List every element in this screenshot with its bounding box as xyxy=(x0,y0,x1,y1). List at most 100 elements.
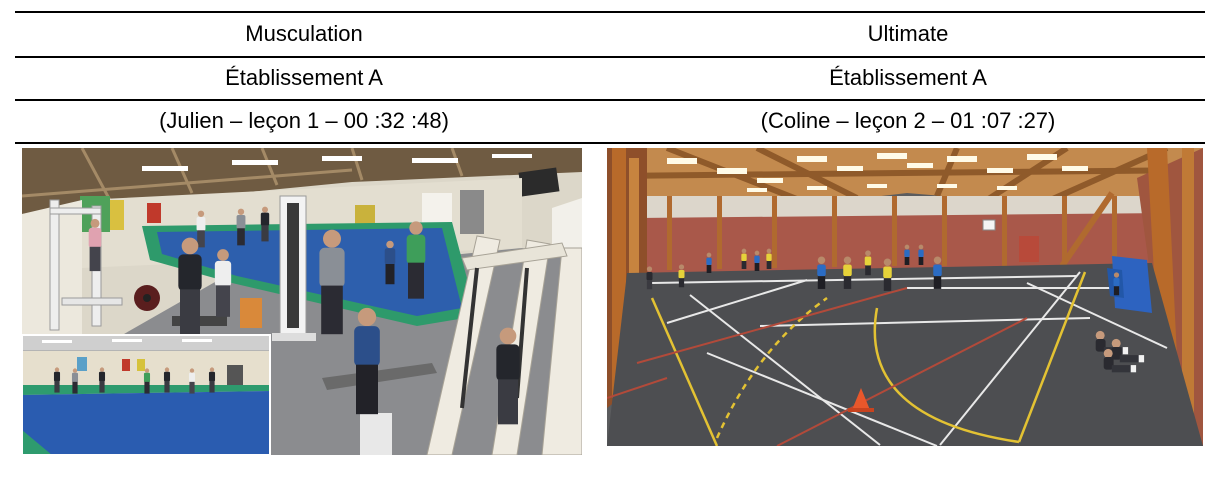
ceiling-beams xyxy=(22,148,464,205)
diagonal-beam xyxy=(1059,191,1115,268)
ceiling-light xyxy=(1027,154,1057,160)
court-lines-red xyxy=(607,287,1028,446)
court-line xyxy=(689,294,881,446)
ceiling-beam xyxy=(80,148,114,205)
machine-base xyxy=(61,297,123,306)
machine-post xyxy=(49,199,60,331)
inset-light xyxy=(182,339,212,342)
machine-pad xyxy=(240,298,262,328)
player xyxy=(754,250,760,271)
court-line xyxy=(776,317,1028,446)
table-rule-2 xyxy=(15,99,1205,101)
gym-scene xyxy=(22,148,582,455)
player xyxy=(843,256,852,289)
ceiling-light xyxy=(747,188,767,192)
ceiling-light xyxy=(232,160,278,165)
ceiling-light xyxy=(867,184,887,188)
poster xyxy=(147,203,161,223)
rowing-machine-rail xyxy=(322,363,437,390)
wall-column xyxy=(667,196,672,270)
red-door xyxy=(1019,236,1039,262)
inset-poster xyxy=(122,359,130,371)
ceiling-light xyxy=(667,158,697,164)
activity-header-left: Musculation xyxy=(245,20,363,46)
ceiling-light xyxy=(142,166,188,171)
wall-column xyxy=(892,196,897,266)
ceiling-light xyxy=(807,186,827,190)
player xyxy=(864,250,872,276)
wall-column xyxy=(1002,196,1007,266)
court-lines-yellow xyxy=(650,271,1087,446)
table-rule-1 xyxy=(15,56,1205,58)
photo-ultimate xyxy=(607,148,1203,446)
court-line xyxy=(607,377,668,399)
player xyxy=(883,258,892,291)
inset-blue-mat xyxy=(22,391,270,455)
brick-wall xyxy=(637,213,1167,273)
weight-stack xyxy=(287,203,299,328)
wall-column xyxy=(832,196,837,267)
player xyxy=(678,264,685,288)
ceiling-light xyxy=(322,156,362,161)
ceiling-light xyxy=(987,168,1013,173)
photo-musculation xyxy=(22,148,582,455)
court-arc xyxy=(873,307,1020,444)
school-label-left: Établissement A xyxy=(225,64,383,90)
ceiling-light xyxy=(412,158,458,163)
poster xyxy=(355,205,375,225)
machine-upright xyxy=(426,235,501,455)
wall-column xyxy=(942,196,947,266)
ceiling-light xyxy=(757,178,783,183)
ceiling-light xyxy=(947,156,977,162)
wall-column xyxy=(1062,196,1067,265)
ceiling-light xyxy=(907,163,933,168)
inset-photo xyxy=(22,334,271,455)
wood-column xyxy=(1182,148,1194,446)
ceiling-light xyxy=(997,186,1017,190)
inset-poster xyxy=(77,357,87,371)
wood-column xyxy=(1147,148,1177,363)
inset-light xyxy=(112,339,142,342)
wall-columns xyxy=(667,196,1117,270)
cone xyxy=(852,388,870,410)
inset-door xyxy=(227,365,243,389)
machine-upright xyxy=(541,247,582,455)
session-label-right: (Coline – leçon 2 – 01 :07 :27) xyxy=(760,107,1056,133)
machine-base xyxy=(272,333,316,341)
ceiling-light xyxy=(492,154,532,158)
sports-hall-scene xyxy=(607,148,1203,446)
court-line xyxy=(1017,271,1087,443)
wall-column xyxy=(772,196,777,268)
table-rule-top xyxy=(15,11,1205,13)
player xyxy=(933,256,942,289)
player xyxy=(904,244,910,265)
ceiling-beam xyxy=(607,167,1203,179)
wall-column xyxy=(1112,196,1117,264)
player xyxy=(766,248,772,269)
inset-border xyxy=(22,334,271,455)
player xyxy=(741,248,747,269)
weight-plate-hub xyxy=(143,294,151,302)
wall-column xyxy=(717,196,722,269)
court-line xyxy=(759,317,1091,327)
player xyxy=(817,256,826,289)
ceiling-beam xyxy=(350,148,364,181)
ceiling-light xyxy=(717,168,747,174)
court-line xyxy=(636,287,908,364)
inset-mat-border xyxy=(22,430,52,455)
court-line xyxy=(1026,282,1168,349)
cone-base xyxy=(848,408,874,412)
player xyxy=(646,266,653,290)
inset-light xyxy=(42,340,72,343)
session-label-left: (Julien – leçon 1 – 00 :32 :48) xyxy=(159,107,449,133)
activity-header-right: Ultimate xyxy=(867,20,949,46)
wood-column xyxy=(629,158,639,378)
inset-poster xyxy=(137,359,145,371)
door xyxy=(460,190,484,234)
ceiling-beams xyxy=(607,148,1203,209)
speaker xyxy=(518,167,560,197)
player xyxy=(1113,272,1120,296)
court-line xyxy=(939,271,1081,446)
basketball-backboard xyxy=(982,219,996,231)
ceiling-light xyxy=(877,153,907,159)
